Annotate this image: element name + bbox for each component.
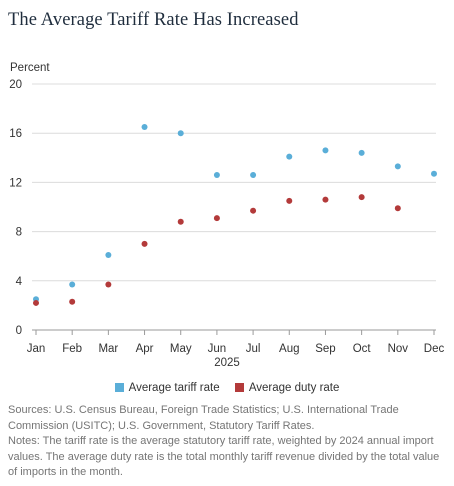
duty-rate-point[interactable] (33, 299, 39, 306)
legend-item-tariff[interactable]: Average tariff rate (114, 382, 220, 394)
duty-rate-point[interactable] (213, 215, 220, 222)
x-tick-label: Dec (424, 343, 445, 355)
duty-rate-point[interactable] (322, 196, 329, 203)
x-tick-label: Aug (279, 343, 299, 355)
legend-swatch-tariff (114, 383, 124, 392)
duty-rate-point[interactable] (250, 207, 257, 214)
legend-swatch-duty (234, 383, 244, 392)
axes: Percent 2025 0 4 8 12 16 20 Jan Feb Mar Apr May Jun… (9, 62, 444, 369)
duty-rate-point[interactable] (286, 197, 293, 204)
x-tick-label: Sep (315, 343, 335, 355)
y-tick-label: 0 (16, 325, 22, 337)
legend: Average tariff rate Average duty rate (0, 382, 454, 394)
x-tick-label: Apr (136, 343, 154, 355)
x-tick-label: Feb (62, 343, 82, 355)
tariff-rate-point[interactable] (213, 172, 220, 179)
chart-notes: Sources: U.S. Census Bureau, Foreign Tra… (8, 403, 450, 481)
scatter-chart: Percent 2025 0 4 8 12 16 20 Jan Feb Mar Apr May Jun… (9, 62, 444, 369)
tariff-rate-point[interactable] (141, 124, 148, 131)
x-tick-label: Oct (353, 343, 372, 355)
y-tick-label: 4 (16, 276, 23, 288)
y-tick-label: 16 (9, 128, 22, 140)
duty-rate-point[interactable] (358, 194, 365, 201)
y-tick-label: 12 (9, 177, 22, 189)
y-tick-label: 8 (16, 227, 22, 239)
tariff-rate-point[interactable] (105, 251, 112, 258)
duty-rate-point[interactable] (141, 240, 148, 247)
tariff-rate-point[interactable] (286, 153, 293, 160)
legend-item-duty[interactable]: Average duty rate (234, 382, 340, 394)
x-tick-label: Jun (208, 343, 227, 355)
tariff-rate-point[interactable] (431, 170, 437, 177)
tariff-rate-point[interactable] (394, 163, 401, 170)
y-tick-label: 20 (9, 79, 22, 91)
y-axis-title: Percent (10, 62, 50, 74)
x-tick-label: Nov (388, 343, 409, 355)
duty-rate-point[interactable] (177, 218, 184, 225)
gridlines (32, 83, 436, 282)
tariff-rate-point[interactable] (69, 281, 76, 288)
duty-rate-point[interactable] (394, 205, 401, 212)
sources-text: Sources: U.S. Census Bureau, Foreign Tra… (8, 404, 399, 432)
x-axis-title: 2025 (214, 357, 240, 369)
duty-rate-point[interactable] (105, 281, 112, 288)
x-tick-label: Jan (27, 343, 46, 355)
tariff-rate-point[interactable] (177, 130, 184, 137)
chart-title: The Average Tariff Rate Has Increased (8, 10, 299, 30)
notes-text: Notes: The tariff rate is the average st… (8, 435, 440, 478)
x-tick-label: Mar (98, 343, 118, 355)
legend-label-duty: Average duty rate (248, 382, 340, 394)
tariff-rate-point[interactable] (322, 147, 329, 154)
x-tick-label: Jul (246, 343, 261, 355)
legend-label-tariff: Average tariff rate (128, 382, 220, 394)
duty-rate-point[interactable] (69, 298, 76, 305)
tariff-rate-point[interactable] (250, 172, 257, 179)
data-points (33, 124, 437, 306)
tariff-rate-point[interactable] (358, 149, 365, 156)
x-tick-label: May (170, 343, 192, 355)
